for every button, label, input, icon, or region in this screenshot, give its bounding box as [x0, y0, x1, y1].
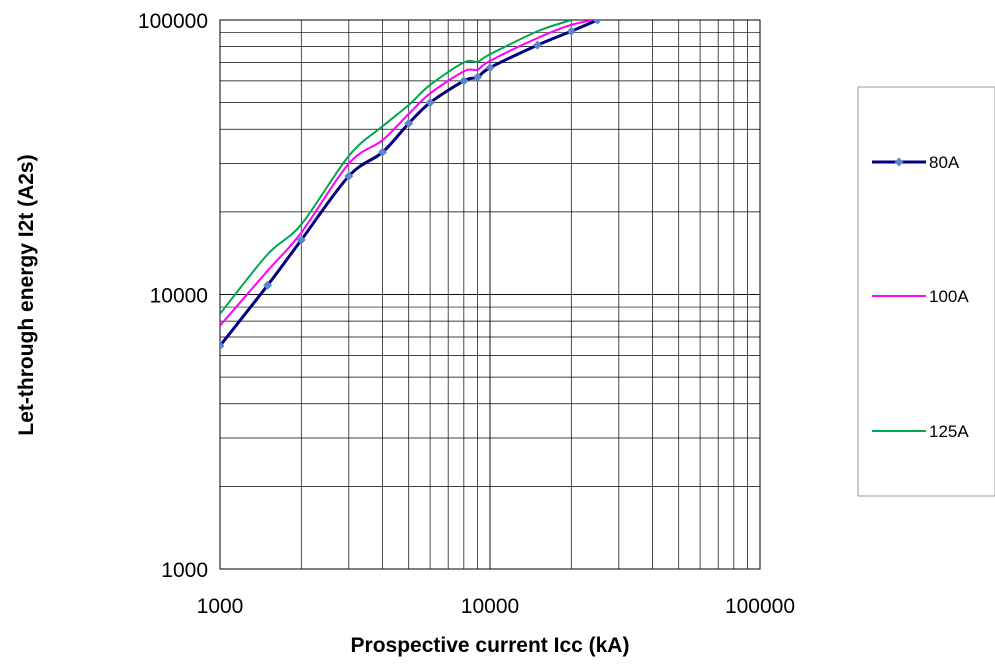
- series-line-125A: [220, 20, 572, 315]
- y-tick-label: 10000: [150, 285, 208, 308]
- legend-label: 125A: [929, 422, 969, 441]
- legend-box: [857, 86, 995, 497]
- legend-label: 80A: [929, 153, 960, 172]
- data-point-80A: [566, 26, 576, 36]
- y-tick-label: 1000: [161, 559, 208, 582]
- data-point-80A: [485, 63, 495, 73]
- tick-labels: 1000 10000 100000 1000 10000 100000: [138, 10, 795, 618]
- series-layer: [220, 20, 602, 351]
- x-tick-label: 100000: [725, 595, 795, 618]
- plot-area-border: [219, 19, 761, 570]
- data-point-80A: [220, 341, 225, 351]
- data-point-80A: [592, 20, 602, 25]
- legend-marker-80A: [894, 157, 904, 167]
- series-line-100A: [220, 20, 600, 327]
- data-point-80A: [404, 118, 414, 128]
- x-tick-label: 10000: [461, 595, 519, 618]
- data-point-80A: [344, 171, 354, 181]
- data-point-80A: [533, 40, 543, 50]
- data-point-80A: [459, 76, 469, 86]
- data-point-80A: [378, 147, 388, 157]
- y-tick-label: 100000: [138, 10, 208, 33]
- data-point-80A: [425, 98, 435, 108]
- legend-items: 80A 100A 125A: [872, 153, 969, 441]
- data-point-80A: [263, 280, 273, 290]
- data-point-80A: [296, 235, 306, 245]
- y-axis-title: Let-through energy I2t (A2s): [15, 154, 38, 435]
- x-tick-label: 1000: [197, 595, 244, 618]
- data-point-80A: [473, 72, 483, 82]
- legend: 80A 100A 125A: [857, 86, 995, 497]
- legend-label: 100A: [929, 287, 969, 306]
- chart-grid: [219, 19, 761, 570]
- x-axis-title: Prospective current Icc (kA): [351, 634, 630, 657]
